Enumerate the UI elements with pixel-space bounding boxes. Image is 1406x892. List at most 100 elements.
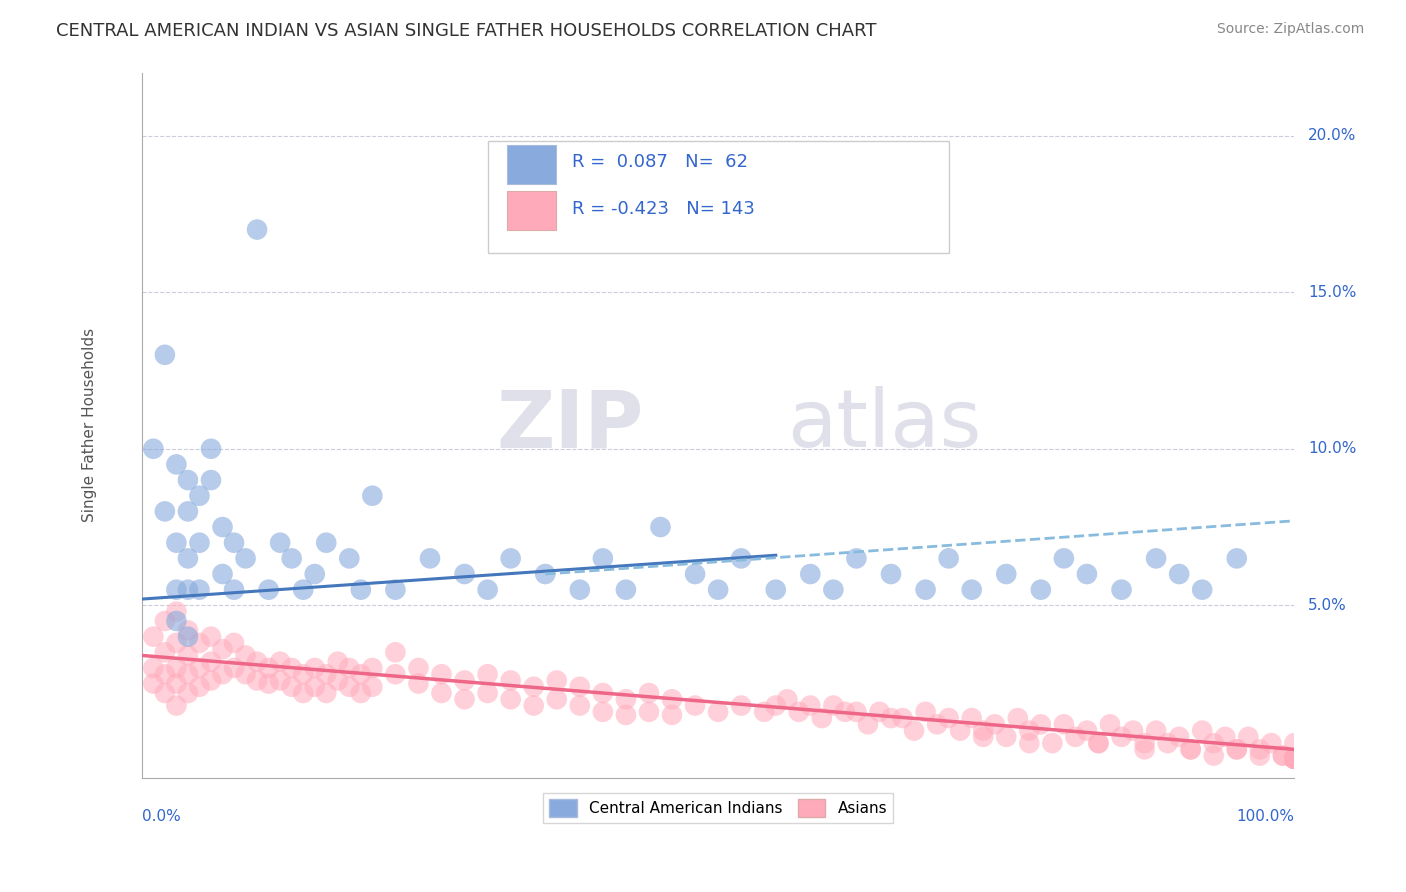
Point bbox=[1029, 582, 1052, 597]
Point bbox=[200, 655, 222, 669]
Point bbox=[914, 705, 936, 719]
Point bbox=[880, 711, 903, 725]
Point bbox=[1191, 582, 1213, 597]
Point bbox=[326, 655, 349, 669]
Point bbox=[1168, 730, 1191, 744]
Point bbox=[315, 535, 337, 549]
Point bbox=[165, 458, 187, 472]
Point bbox=[153, 348, 176, 362]
Point bbox=[326, 673, 349, 688]
Point bbox=[523, 698, 546, 713]
Point bbox=[823, 582, 845, 597]
Point bbox=[960, 711, 983, 725]
Point bbox=[315, 686, 337, 700]
Point bbox=[1284, 752, 1306, 766]
Point bbox=[972, 730, 994, 744]
Point bbox=[592, 686, 614, 700]
Point bbox=[1133, 742, 1156, 756]
Point bbox=[292, 582, 315, 597]
Text: R =  0.087   N=  62: R = 0.087 N= 62 bbox=[572, 153, 748, 171]
Point bbox=[1284, 752, 1306, 766]
Point bbox=[1237, 730, 1260, 744]
Point bbox=[856, 717, 879, 731]
Point bbox=[235, 648, 257, 663]
Point bbox=[1202, 748, 1225, 763]
Point bbox=[903, 723, 925, 738]
Point bbox=[1180, 742, 1202, 756]
Point bbox=[1226, 742, 1249, 756]
Point bbox=[730, 698, 752, 713]
Point bbox=[177, 551, 200, 566]
Point bbox=[1111, 582, 1133, 597]
Point bbox=[235, 551, 257, 566]
Point bbox=[823, 698, 845, 713]
Point bbox=[200, 630, 222, 644]
Point bbox=[269, 535, 291, 549]
Point bbox=[142, 442, 165, 456]
Point bbox=[765, 582, 787, 597]
Point bbox=[1191, 723, 1213, 738]
Point bbox=[614, 708, 637, 723]
Point bbox=[453, 692, 475, 706]
Point bbox=[430, 686, 453, 700]
Point bbox=[177, 667, 200, 681]
Point bbox=[337, 661, 360, 675]
Point bbox=[177, 630, 200, 644]
Point bbox=[995, 567, 1018, 582]
Point bbox=[523, 680, 546, 694]
Point bbox=[799, 567, 821, 582]
Point bbox=[845, 705, 868, 719]
Point bbox=[177, 473, 200, 487]
Point bbox=[1202, 736, 1225, 750]
Text: 100.0%: 100.0% bbox=[1236, 809, 1295, 824]
Point bbox=[614, 582, 637, 597]
Point bbox=[1271, 748, 1294, 763]
Point bbox=[419, 551, 441, 566]
Point bbox=[165, 676, 187, 690]
Point bbox=[235, 667, 257, 681]
Point bbox=[153, 667, 176, 681]
Point bbox=[269, 673, 291, 688]
Point bbox=[153, 686, 176, 700]
Point bbox=[534, 567, 557, 582]
Point bbox=[1226, 551, 1249, 566]
Point bbox=[707, 582, 730, 597]
Point bbox=[361, 489, 384, 503]
Point bbox=[177, 686, 200, 700]
Point bbox=[1064, 730, 1087, 744]
Point bbox=[1226, 742, 1249, 756]
Point bbox=[257, 676, 280, 690]
Text: R = -0.423   N= 143: R = -0.423 N= 143 bbox=[572, 200, 755, 218]
Point bbox=[477, 582, 499, 597]
Point bbox=[177, 504, 200, 518]
Point bbox=[165, 661, 187, 675]
Point bbox=[165, 636, 187, 650]
Point bbox=[153, 504, 176, 518]
Point bbox=[200, 442, 222, 456]
Point bbox=[776, 692, 799, 706]
Point bbox=[730, 551, 752, 566]
Point bbox=[546, 692, 568, 706]
Point bbox=[1018, 723, 1040, 738]
Point bbox=[165, 698, 187, 713]
Point bbox=[246, 655, 269, 669]
Point bbox=[177, 582, 200, 597]
Text: 5.0%: 5.0% bbox=[1308, 598, 1347, 613]
Point bbox=[650, 520, 672, 534]
Text: Single Father Households: Single Father Households bbox=[83, 328, 97, 523]
Legend: Central American Indians, Asians: Central American Indians, Asians bbox=[543, 793, 893, 822]
Point bbox=[408, 676, 430, 690]
Point bbox=[280, 551, 302, 566]
Point bbox=[211, 642, 233, 657]
FancyBboxPatch shape bbox=[488, 141, 949, 252]
Text: 20.0%: 20.0% bbox=[1308, 128, 1357, 143]
Point bbox=[880, 567, 903, 582]
Point bbox=[546, 673, 568, 688]
Point bbox=[188, 680, 211, 694]
Point bbox=[153, 645, 176, 659]
Point bbox=[1053, 717, 1076, 731]
Point bbox=[765, 698, 787, 713]
Point bbox=[477, 686, 499, 700]
Point bbox=[337, 551, 360, 566]
Point bbox=[787, 705, 810, 719]
